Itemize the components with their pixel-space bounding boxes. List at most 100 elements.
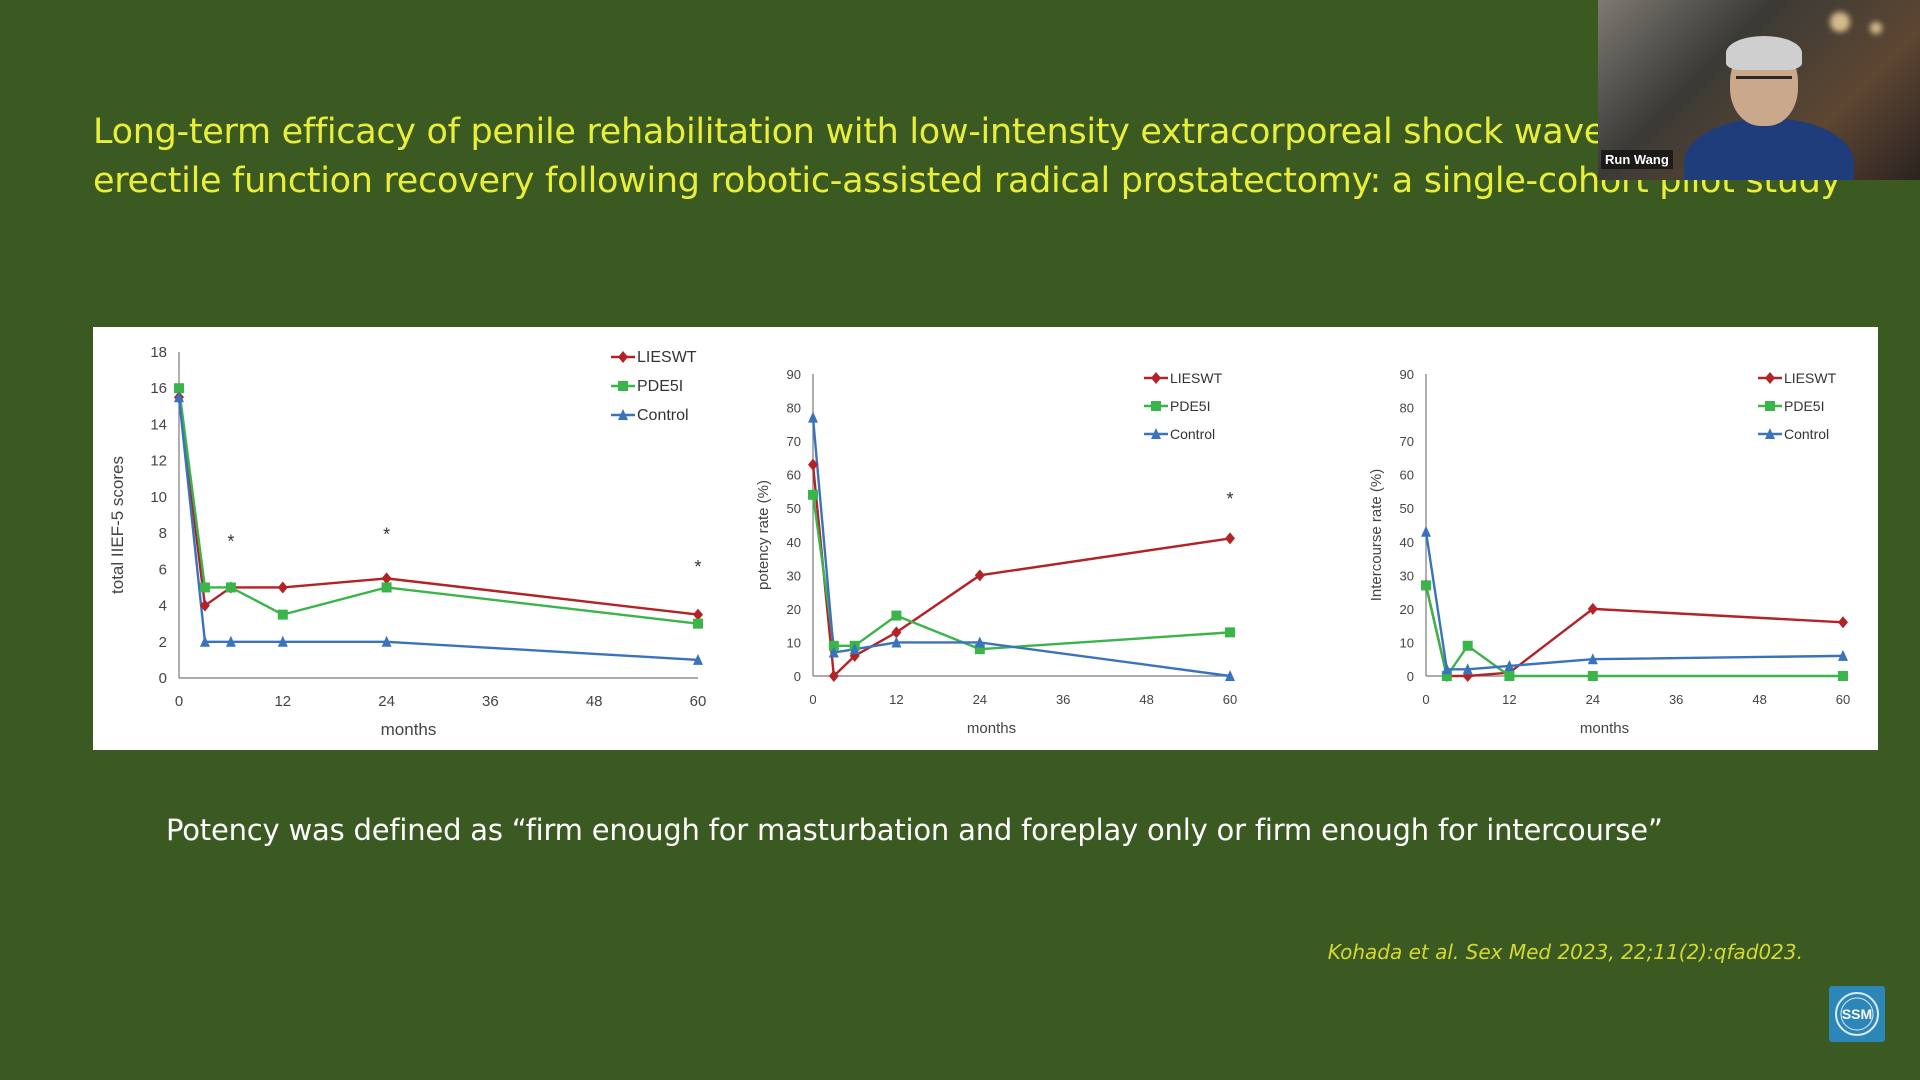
y-tick-label: 30 (1400, 568, 1414, 583)
svg-text:SSM: SSM (1842, 1006, 1872, 1022)
y-tick-label: 10 (1400, 635, 1414, 650)
data-point-control (974, 636, 985, 648)
legend-marker (1765, 372, 1775, 384)
y-axis-label: total IIEF-5 scores (108, 456, 127, 594)
significance-asterisk: * (383, 524, 390, 544)
data-point-control (1504, 659, 1515, 671)
legend-marker (618, 409, 628, 420)
y-tick-label: 90 (787, 367, 801, 382)
data-point-lieswt (199, 599, 210, 612)
y-tick-label: 14 (150, 416, 167, 433)
series-line-control (811, 417, 1231, 678)
y-tick-label: 60 (787, 468, 801, 483)
y-tick-label: 40 (1400, 535, 1414, 550)
chart-3: 0 10 20 30 40 50 60 70 80 90 0 12 24 36 48 60 months Inte… (1368, 367, 1850, 737)
y-tick-label: 70 (787, 434, 801, 449)
y-tick-label: 60 (1400, 468, 1414, 483)
data-point-pde5i (891, 610, 902, 621)
x-tick-label: 36 (1669, 692, 1683, 707)
legend-label-control: Control (1784, 426, 1829, 442)
data-point-pde5i (1225, 627, 1235, 638)
chart-panel: 0 2 4 6 8 10 12 14 16 18 0 12 24 36 48 60 months total II… (93, 327, 1878, 750)
legend-label-pde5i: PDE5I (637, 378, 683, 395)
y-tick-label: 0 (159, 670, 167, 687)
legend-label-pde5i: PDE5I (1784, 398, 1824, 414)
data-point-control (1225, 670, 1235, 681)
y-axis-label: potency rate (%) (755, 480, 772, 590)
data-point-control (1587, 653, 1598, 665)
y-tick-label: 40 (787, 535, 801, 550)
data-point-control (174, 391, 184, 403)
y-tick-label: 2 (159, 634, 167, 651)
legend-label-control: Control (637, 407, 689, 424)
y-tick-label: 80 (787, 401, 801, 416)
y-tick-label: 10 (787, 635, 801, 650)
x-tick-label: 0 (1422, 692, 1429, 707)
data-point-lieswt (381, 572, 392, 585)
series-line-lieswt (811, 464, 1231, 679)
x-axis-label: months (1580, 720, 1629, 737)
x-tick-label: 60 (1836, 692, 1850, 707)
y-tick-label: 12 (150, 453, 167, 470)
data-point-pde5i (1462, 640, 1473, 651)
y-tick-label: 18 (150, 344, 167, 361)
data-point-control (277, 635, 288, 647)
x-tick-label: 48 (1752, 692, 1766, 707)
significance-asterisk: * (694, 557, 701, 577)
significance-asterisk: * (1226, 489, 1233, 509)
series-line-control (177, 397, 699, 662)
x-tick-label: 12 (274, 693, 291, 710)
legend-label-pde5i: PDE5I (1170, 398, 1210, 414)
legend-label-lieswt: LIESWT (1784, 370, 1837, 386)
data-point-pde5i (828, 640, 839, 651)
data-point-pde5i (974, 644, 985, 655)
series-line-pde5i (811, 494, 1231, 651)
data-point-control (849, 643, 860, 655)
participant-video: Run Wang (1598, 0, 1920, 180)
significance-asterisk: * (227, 532, 234, 552)
legend-marker (1765, 428, 1775, 439)
y-tick-label: 80 (1400, 401, 1414, 416)
data-point-lieswt (808, 458, 818, 471)
y-tick-label: 4 (159, 598, 167, 615)
series-line-lieswt (177, 397, 699, 616)
series-line-pde5i (1424, 585, 1843, 679)
legend-marker (618, 381, 628, 391)
x-tick-label: 24 (1586, 692, 1600, 707)
data-point-pde5i (174, 383, 184, 394)
legend-marker (618, 351, 628, 363)
legend-marker (1151, 428, 1161, 439)
series-line-lieswt (1424, 585, 1844, 678)
data-point-lieswt (277, 581, 288, 594)
x-tick-label: 12 (889, 692, 903, 707)
y-tick-label: 90 (1400, 367, 1414, 382)
data-point-control (1441, 663, 1452, 675)
legend-label-lieswt: LIESWT (1170, 370, 1223, 386)
x-tick-label: 36 (482, 693, 499, 710)
data-point-pde5i (1441, 671, 1452, 681)
x-tick-label: 0 (175, 693, 183, 710)
x-tick-label: 60 (1223, 692, 1237, 707)
x-tick-label: 48 (1139, 692, 1153, 707)
data-point-control (381, 635, 392, 647)
x-axis-label: months (967, 720, 1016, 737)
data-point-pde5i (199, 582, 210, 593)
data-point-control (1421, 525, 1431, 537)
y-axis-label: Intercourse rate (%) (1368, 469, 1385, 602)
data-point-pde5i (381, 582, 392, 593)
legend-marker (1151, 372, 1161, 384)
data-point-lieswt (1838, 616, 1848, 629)
potency-definition-caption: Potency was defined as “firm enough for … (166, 813, 1663, 847)
data-point-lieswt (891, 626, 902, 639)
data-point-control (199, 635, 210, 647)
x-tick-label: 12 (1502, 692, 1516, 707)
data-point-lieswt (693, 608, 703, 621)
data-point-control (693, 653, 703, 665)
series-line-pde5i (177, 388, 699, 625)
y-tick-label: 30 (787, 568, 801, 583)
y-tick-label: 20 (1400, 602, 1414, 617)
chart-2: 0 10 20 30 40 50 60 70 80 90 0 12 24 36 48 60 months pote… (755, 367, 1237, 737)
data-point-control (1838, 649, 1848, 661)
data-point-control (891, 636, 902, 648)
